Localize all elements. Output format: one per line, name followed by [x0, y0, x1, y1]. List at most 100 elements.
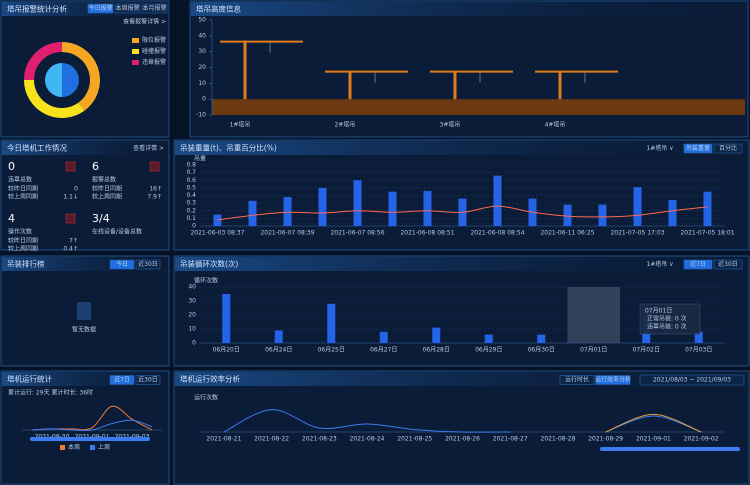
crane-mast [243, 40, 247, 100]
x-tick-label: 2021-08-24 [350, 436, 385, 443]
tab[interactable] [683, 143, 713, 154]
date-range: 2021/08/03 ~ 2021/09/03 [653, 377, 731, 384]
panel-header [2, 141, 168, 155]
tab[interactable] [595, 375, 631, 385]
y-tick-label: 10 [188, 326, 196, 333]
scrollbar [600, 447, 740, 451]
tab[interactable] [683, 259, 713, 270]
y-axis-label: 吊重 [194, 155, 206, 163]
crane-mast [558, 70, 562, 100]
panel [173, 370, 750, 485]
stat-label: 违章总数 [8, 176, 32, 184]
x-tick-label: 2021-06-08 08:54 [470, 230, 524, 237]
bar [327, 303, 336, 343]
tab[interactable] [135, 375, 161, 385]
tab[interactable] [559, 375, 595, 385]
panel-title: 塔吊报警统计分析 [7, 4, 67, 14]
y-axis-label: 运行次数 [194, 394, 218, 402]
x-tick-label: 2021-06-07 08:39 [260, 230, 314, 237]
y-tick-label: 0 [192, 223, 196, 230]
crane-label: 4#塔吊 [545, 121, 566, 129]
summary: 累计运行: 29天 累计时长: 36时 [8, 389, 93, 397]
bar [668, 200, 677, 226]
legend-label: 限位报警 [142, 36, 166, 44]
row-label: 较上周同期 [8, 193, 38, 201]
legend-swatch [90, 445, 95, 450]
tab[interactable] [135, 259, 161, 270]
tab[interactable] [109, 375, 135, 385]
bar [283, 197, 292, 226]
x-tick-label: 2021-08-22 [254, 436, 289, 443]
donut-center-half [45, 63, 62, 97]
tab-label: 本月报警 [142, 4, 166, 12]
y-axis-label: 循环次数 [194, 277, 218, 285]
x-tick-label: 2021-06-03 08:37 [190, 230, 244, 237]
panel-title: 吊装排行榜 [7, 259, 45, 269]
row-value: 7.9↑ [147, 194, 162, 201]
tab[interactable] [713, 259, 743, 270]
y-tick-label: 50 [198, 17, 206, 24]
bar [484, 334, 493, 343]
tab[interactable] [713, 143, 743, 154]
legend-swatch [60, 445, 65, 450]
legend-swatch [132, 38, 139, 43]
tab-label: 运行时长 [565, 376, 589, 384]
ground [212, 99, 745, 115]
panel-header [175, 257, 748, 271]
y-tick-label: 0.2 [186, 207, 196, 214]
tab[interactable] [87, 3, 114, 14]
panel-title: 吊装循环次数(次) [180, 259, 238, 269]
row-label: 较上周同期 [92, 193, 122, 201]
x-tick-label: 06月25日 [318, 347, 345, 354]
tab-label: 今日 [116, 260, 128, 268]
x-tick-label: 2021-06-07 08:56 [330, 230, 384, 237]
x-tick-label: 2021-08-29 [588, 436, 623, 443]
crane-label: 3#塔吊 [440, 121, 461, 129]
tab-label: 近30日 [138, 376, 158, 384]
x-tick-label: 2021-07-05 18:01 [680, 230, 734, 237]
panel [173, 139, 750, 251]
tooltip-row: 违章吊装: 0 次 [647, 323, 687, 331]
date-box[interactable] [639, 374, 745, 386]
tab-label: 近30日 [138, 260, 158, 268]
x-tick-label: 06月20日 [213, 347, 240, 354]
tab[interactable] [109, 259, 135, 270]
bar [537, 334, 546, 343]
x-tick-label: 2021-08-23 [302, 436, 337, 443]
tab[interactable] [114, 3, 141, 14]
bar [563, 204, 572, 226]
crane-label: 1#塔吊 [230, 121, 251, 129]
row-value: 0 [74, 186, 78, 193]
empty-icon [77, 302, 91, 320]
legend-label: 本周 [68, 443, 80, 451]
stat-icon [149, 161, 160, 172]
x-tick-label: 2021-08-26 [445, 436, 480, 443]
bar [388, 191, 397, 226]
row-value: 16↑ [149, 186, 162, 193]
row-value: 0.4↑ [63, 246, 78, 253]
legend-swatch [132, 60, 139, 65]
bar [493, 175, 502, 226]
line [605, 413, 702, 433]
tab-label: 吊装重量 [686, 144, 710, 152]
bar [423, 190, 432, 226]
tooltip-row: 正常吊装: 0 次 [647, 315, 687, 323]
tab-label: 近7日 [690, 260, 706, 268]
tab[interactable] [141, 3, 168, 14]
crane-label: 2#塔吊 [335, 121, 356, 129]
x-tick-label: 2021-06-08 08:51 [400, 230, 454, 237]
y-tick-label: 0 [202, 96, 206, 103]
bar [222, 294, 231, 343]
dropdown[interactable]: 1#塔吊 ∨ [646, 260, 673, 268]
scrollbar [30, 437, 150, 441]
bar [379, 331, 388, 343]
x-tick-label: 2021-08-21 [206, 436, 241, 443]
y-tick-label: 0.6 [186, 177, 196, 184]
stat-value: 6 [92, 160, 99, 173]
link[interactable]: 查看报警详情 > [123, 18, 166, 26]
y-tick-label: 0.7 [186, 169, 196, 176]
dropdown[interactable]: 1#塔吊 ∨ [646, 144, 673, 152]
link[interactable]: 查看详情 > [133, 144, 164, 152]
x-tick-label: 2021-08-25 [397, 436, 432, 443]
panel-title: 吊装重量(t)、吊重百分比(%) [180, 143, 277, 153]
